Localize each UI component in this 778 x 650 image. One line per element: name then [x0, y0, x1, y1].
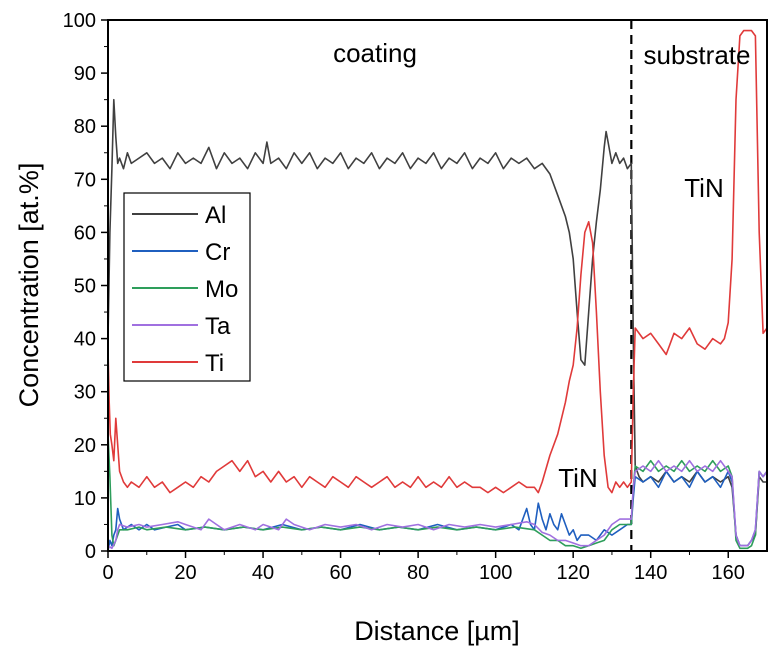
legend-label-al: Al — [205, 202, 226, 229]
legend-label-mo: Mo — [205, 276, 238, 303]
annotation-tin-substrate: TiN — [684, 173, 723, 203]
annotation-coating: coating — [333, 38, 417, 68]
x-tick-label-120: 120 — [556, 562, 589, 584]
y-tick-label-100: 100 — [63, 10, 96, 32]
x-tick-label-100: 100 — [479, 562, 512, 584]
legend-label-ta: Ta — [205, 313, 231, 340]
x-tick-label-80: 80 — [407, 562, 429, 584]
x-tick-label-40: 40 — [252, 562, 274, 584]
x-axis-ticks: 0 20 40 60 80 100 120 140 160 — [102, 551, 745, 584]
y-tick-label-90: 90 — [74, 63, 96, 85]
series-line-ti — [108, 29, 767, 494]
y-tick-label-10: 10 — [74, 488, 96, 510]
x-tick-label-60: 60 — [329, 562, 351, 584]
y-tick-label-40: 40 — [74, 329, 96, 351]
y-axis-title: Concentration [at.%] — [14, 163, 44, 408]
series-lines — [108, 29, 767, 551]
y-tick-label-80: 80 — [74, 116, 96, 138]
legend-label-cr: Cr — [205, 239, 230, 266]
y-tick-label-0: 0 — [85, 541, 96, 563]
x-tick-label-0: 0 — [102, 562, 113, 584]
x-tick-label-160: 160 — [712, 562, 745, 584]
annotation-substrate: substrate — [644, 40, 751, 70]
y-tick-label-20: 20 — [74, 435, 96, 457]
y-tick-label-50: 50 — [74, 276, 96, 298]
series-line-mo — [108, 434, 767, 550]
x-tick-label-140: 140 — [634, 562, 667, 584]
series-line-cr — [108, 470, 767, 551]
series-line-ta — [108, 459, 767, 550]
y-tick-label-30: 30 — [74, 382, 96, 404]
x-axis-title: Distance [µm] — [354, 616, 520, 646]
legend-label-ti: Ti — [205, 350, 224, 377]
legend: Al Cr Mo Ta Ti — [123, 192, 251, 382]
x-tick-label-20: 20 — [174, 562, 196, 584]
y-tick-label-70: 70 — [74, 169, 96, 191]
annotation-tin-coating: TiN — [558, 463, 597, 493]
y-tick-label-60: 60 — [74, 222, 96, 244]
y-axis-ticks: 0 10 20 30 40 50 60 70 80 90 100 — [63, 10, 108, 563]
